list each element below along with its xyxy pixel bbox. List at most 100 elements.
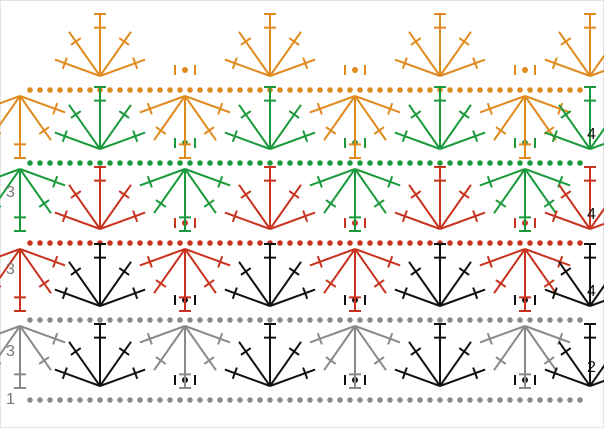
double-crochet <box>323 168 356 214</box>
chain-stitch <box>367 87 373 93</box>
chain-stitch <box>507 397 513 403</box>
double-crochet <box>54 368 101 387</box>
double-crochet <box>394 211 441 230</box>
chain-stitch <box>407 240 413 246</box>
chain-stitch <box>437 317 443 323</box>
chain-stitch <box>47 87 53 93</box>
double-crochet <box>184 168 217 214</box>
chain-stitch <box>557 240 563 246</box>
chain-stitch <box>157 397 163 403</box>
chain-stitch <box>167 87 173 93</box>
chain-stitch <box>427 160 433 166</box>
chain-stitch <box>427 240 433 246</box>
crossbar <box>52 175 59 188</box>
double-crochet <box>354 248 401 267</box>
double-crochet <box>524 248 571 267</box>
chain-stitch <box>467 160 473 166</box>
chain-stitch <box>77 240 83 246</box>
crossbar <box>146 175 153 188</box>
double-crochet <box>544 58 591 77</box>
chain-stitch <box>87 160 93 166</box>
double-crochet <box>544 288 591 307</box>
crossbar <box>551 287 558 300</box>
row-number: 1 <box>6 391 15 408</box>
chain-stitch <box>377 317 383 323</box>
double-crochet <box>439 341 472 387</box>
crossbar <box>132 367 139 380</box>
chain-stitch <box>207 240 213 246</box>
crossbar <box>231 367 238 380</box>
crossbar <box>240 347 252 356</box>
chain-stitch <box>397 397 403 403</box>
chain-stitch <box>517 160 523 166</box>
crossbar <box>203 356 215 365</box>
chain-stitch <box>157 160 163 166</box>
chain-stitch <box>347 87 353 93</box>
crossbar <box>316 175 323 188</box>
chain-stitch <box>277 317 283 323</box>
chain-stitch <box>137 317 143 323</box>
double-crochet <box>99 288 146 307</box>
chain-stitch <box>337 240 343 246</box>
row-number: 3 <box>6 343 15 360</box>
chain-stitch <box>37 240 43 246</box>
double-crochet <box>354 95 401 114</box>
chain-stitch <box>307 317 313 323</box>
chain-stitch <box>547 397 553 403</box>
crossbar <box>132 287 139 300</box>
chain-stitch <box>247 317 253 323</box>
double-crochet <box>68 184 101 230</box>
chain-stitch <box>277 397 283 403</box>
double-crochet <box>19 168 52 214</box>
crossbar <box>217 332 224 345</box>
chain-stitch <box>457 397 463 403</box>
double-crochet <box>269 341 302 387</box>
chain-stitch <box>447 160 453 166</box>
double-crochet <box>139 95 186 114</box>
chain-stitch <box>217 317 223 323</box>
crossbar <box>472 287 479 300</box>
double-crochet <box>439 104 472 150</box>
chain-stitch <box>107 160 113 166</box>
chain-stitch <box>447 240 453 246</box>
chain-stitch <box>447 317 453 323</box>
crossbar <box>325 356 337 365</box>
crossbar <box>288 110 300 119</box>
double-crochet <box>354 168 387 214</box>
crossbar <box>155 279 167 288</box>
double-crochet <box>493 248 526 294</box>
double-crochet <box>19 325 52 371</box>
chain-stitch <box>317 240 323 246</box>
double-crochet <box>0 168 21 178</box>
chain-stitch <box>237 87 243 93</box>
crossbar <box>70 267 82 276</box>
crossbar <box>387 102 394 115</box>
crossbar <box>155 126 167 135</box>
chain-stitch <box>337 160 343 166</box>
crossbar <box>132 130 139 143</box>
crossbar <box>495 356 507 365</box>
chain-stitch <box>337 317 343 323</box>
crossbar <box>410 190 422 199</box>
chain-stitch <box>427 397 433 403</box>
double-crochet <box>184 95 231 114</box>
double-crochet <box>558 184 591 230</box>
chain-stitch <box>27 87 33 93</box>
chain-stitch <box>167 397 173 403</box>
crossbar <box>217 255 224 268</box>
chain-stitch <box>527 240 533 246</box>
chain-stitch <box>567 87 573 93</box>
double-crochet <box>184 248 231 267</box>
double-crochet <box>269 288 316 307</box>
crossbar <box>551 367 558 380</box>
chain-stitch <box>377 397 383 403</box>
chain-stitch <box>447 397 453 403</box>
chain-stitch <box>77 397 83 403</box>
row-number: 4 <box>587 126 596 143</box>
chain-stitch <box>347 240 353 246</box>
double-crochet <box>394 131 441 150</box>
chain-stitch <box>387 240 393 246</box>
chain-stitch <box>337 87 343 93</box>
chain-stitch <box>67 87 73 93</box>
chain-stitch <box>257 160 263 166</box>
